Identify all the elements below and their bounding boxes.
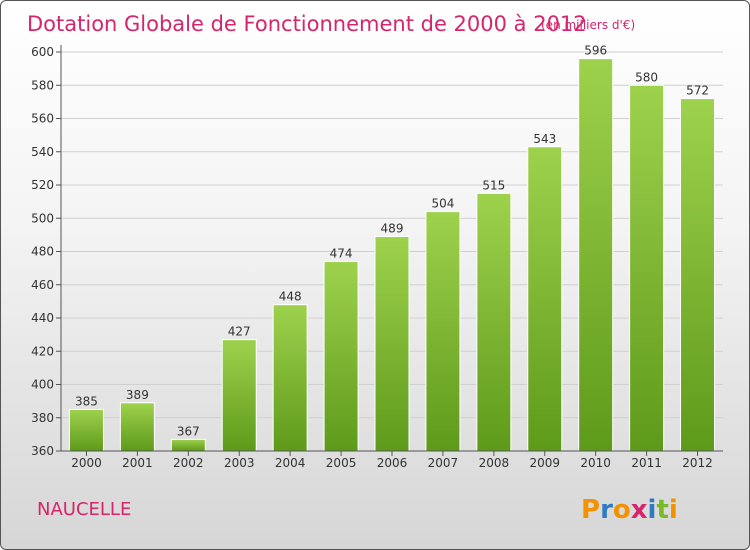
bar xyxy=(629,84,665,452)
x-tick-label: 2000 xyxy=(71,456,102,470)
y-tick-label: 440 xyxy=(31,311,54,325)
logo-letter: i xyxy=(648,495,657,525)
x-tick-label: 2003 xyxy=(224,456,255,470)
logo-letter: r xyxy=(600,495,613,525)
logo-letter: x xyxy=(631,495,648,525)
proxiti-logo: Proxiti xyxy=(581,495,678,525)
x-tick-label: 2004 xyxy=(275,456,306,470)
bar-value-label: 515 xyxy=(482,178,505,192)
bar xyxy=(425,211,461,452)
y-tick-label: 380 xyxy=(31,411,54,425)
y-tick-label: 540 xyxy=(31,145,54,159)
y-tick-label: 400 xyxy=(31,378,54,392)
bar xyxy=(221,339,257,452)
bar xyxy=(119,402,155,452)
bar xyxy=(527,146,563,452)
bar xyxy=(578,58,614,452)
bar-value-label: 385 xyxy=(75,394,98,408)
logo-letter: i xyxy=(669,495,678,525)
bar-value-label: 427 xyxy=(228,325,251,339)
y-tick-label: 500 xyxy=(31,211,54,225)
bar-value-label: 572 xyxy=(686,84,709,98)
bar xyxy=(680,98,716,452)
chart-subtitle: (en milliers d'€) xyxy=(541,18,635,32)
x-tick-label: 2011 xyxy=(631,456,662,470)
x-tick-label: 2009 xyxy=(529,456,560,470)
commune-name: NAUCELLE xyxy=(37,499,131,520)
bar-value-label: 389 xyxy=(126,388,149,402)
y-tick-label: 520 xyxy=(31,178,54,192)
bar xyxy=(323,260,359,452)
bar-value-label: 543 xyxy=(533,132,556,146)
bar xyxy=(170,438,206,452)
y-tick-label: 580 xyxy=(31,78,54,92)
bar xyxy=(374,236,410,452)
bar-value-label: 474 xyxy=(330,246,353,260)
bar xyxy=(272,304,308,452)
y-tick-label: 600 xyxy=(31,45,54,59)
bar-value-label: 504 xyxy=(431,197,454,211)
logo-letter: o xyxy=(613,495,631,525)
bar-value-label: 448 xyxy=(279,290,302,304)
bars: 385 389 367 427 448 474 489 504 515 543 596 580 572 xyxy=(68,44,716,452)
y-tick-label: 420 xyxy=(31,344,54,358)
y-tick-label: 480 xyxy=(31,245,54,259)
logo-letter: t xyxy=(656,495,668,525)
y-tick-label: 460 xyxy=(31,278,54,292)
chart-title: Dotation Globale de Fonctionnement de 20… xyxy=(27,12,587,36)
x-tick-label: 2001 xyxy=(122,456,153,470)
bar-value-label: 489 xyxy=(381,222,404,236)
logo-letter: P xyxy=(581,495,600,525)
bar-value-label: 580 xyxy=(635,70,658,84)
y-tick-label: 360 xyxy=(31,444,54,458)
y-axis-ticks: 360 380 400 420 440 460 480 500 520 540 560 580 600 xyxy=(31,45,61,458)
bar xyxy=(68,408,104,452)
x-tick-label: 2006 xyxy=(377,456,408,470)
x-tick-label: 2012 xyxy=(682,456,713,470)
bar-value-label: 367 xyxy=(177,424,200,438)
x-tick-label: 2008 xyxy=(479,456,510,470)
x-tick-label: 2007 xyxy=(428,456,459,470)
x-tick-label: 2010 xyxy=(580,456,611,470)
x-axis-ticks: 2000 2001 2002 2003 2004 2005 2006 2007 2008 2009… xyxy=(71,451,713,470)
x-tick-label: 2005 xyxy=(326,456,357,470)
x-tick-label: 2002 xyxy=(173,456,204,470)
bar-value-label: 596 xyxy=(584,44,607,58)
y-tick-label: 560 xyxy=(31,112,54,126)
bar xyxy=(476,192,512,452)
